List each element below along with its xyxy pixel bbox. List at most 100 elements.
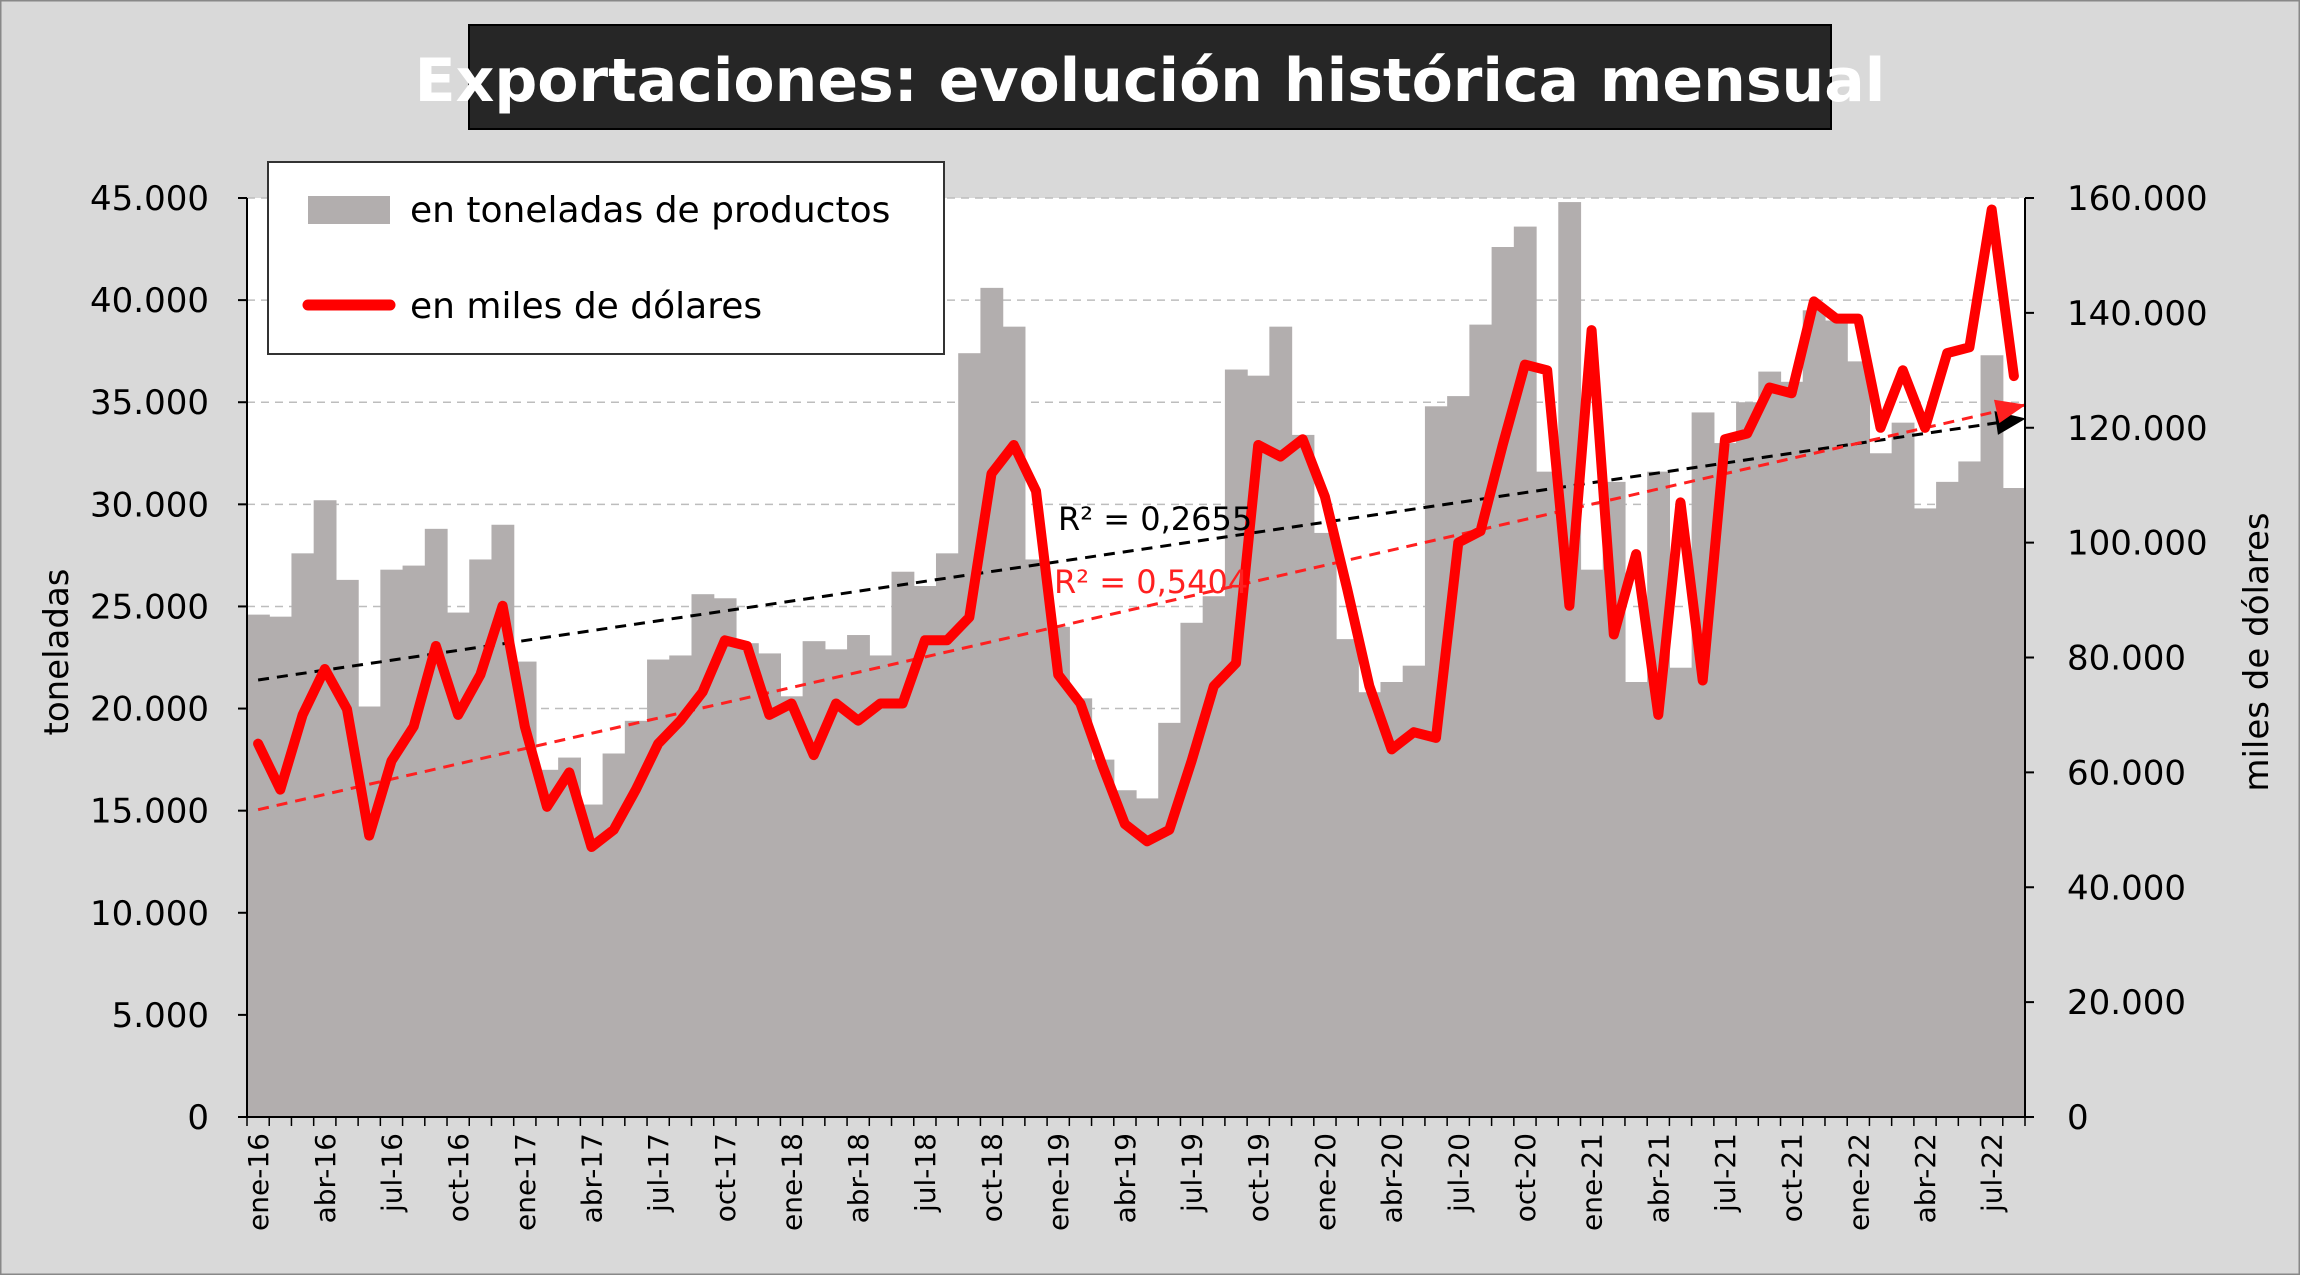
line-point [1635, 553, 1638, 556]
line-series-dolares [253, 204, 2019, 852]
bar [1913, 508, 1937, 1117]
bar [847, 635, 870, 1117]
bar [669, 655, 693, 1117]
bar [713, 598, 737, 1117]
bar [535, 769, 559, 1117]
y-left-tick-label: 0 [187, 1098, 209, 1138]
line-point [723, 639, 726, 642]
bar [380, 569, 404, 1117]
bar [1758, 371, 1782, 1118]
line-point [1479, 530, 1482, 533]
bar [1936, 481, 1959, 1117]
bar [1002, 326, 1026, 1117]
line-point [1235, 662, 1238, 665]
line-point [634, 788, 637, 791]
bar [291, 553, 315, 1117]
line-point [390, 759, 393, 762]
line-point [257, 742, 260, 745]
line-point [1679, 501, 1682, 504]
line-point [879, 702, 882, 705]
axes-layer: 0 5.000 10.000 15.000 20.000 25.000 30.000 35.0… [90, 179, 2208, 1231]
bar [1158, 722, 1182, 1117]
bar [1380, 682, 1404, 1117]
bar [958, 353, 982, 1118]
line-point [1568, 604, 1571, 607]
bar [1136, 798, 1159, 1117]
bar [735, 643, 759, 1117]
y-right-tick-label: 40.000 [2067, 868, 2186, 908]
bar [1491, 247, 1515, 1118]
bar [335, 579, 359, 1117]
line-point [1257, 443, 1260, 446]
bar [1602, 481, 1626, 1117]
y-right-axis-title: miles de dólares [2237, 512, 2277, 791]
line-point [301, 713, 304, 716]
bar [1558, 202, 1582, 1117]
bar [447, 612, 470, 1117]
line-point [346, 708, 349, 711]
y-left-tick-label: 5.000 [112, 996, 209, 1036]
bar [758, 653, 781, 1117]
trend-layer [257, 399, 2027, 812]
line-point [1390, 748, 1393, 751]
bar [580, 804, 604, 1117]
line-point [412, 725, 415, 728]
x-tick-label: ene-18 [776, 1133, 809, 1231]
line-point [946, 639, 949, 642]
bar [602, 753, 626, 1117]
bar [1402, 665, 1426, 1117]
y-right-tick-label: 60.000 [2067, 753, 2186, 793]
line-point [657, 742, 660, 745]
line-point [501, 604, 504, 607]
bar [691, 594, 715, 1117]
x-tick-label: jul-22 [1976, 1133, 2009, 1213]
bar [469, 559, 493, 1117]
x-tick-label: jul-21 [1709, 1133, 1742, 1213]
y-left-tick-label: 15.000 [90, 792, 209, 832]
x-tick-label: jul-20 [1442, 1133, 1475, 1213]
bar [1247, 375, 1270, 1117]
bar [402, 565, 426, 1117]
bar [1780, 381, 1804, 1117]
line-point [479, 673, 482, 676]
title-box [468, 24, 1832, 130]
line-point [1079, 702, 1082, 705]
x-tick-label: oct-20 [1509, 1133, 1542, 1222]
line-point [790, 702, 793, 705]
line-point [279, 788, 282, 791]
line-point [568, 771, 571, 774]
bar [1202, 596, 1226, 1117]
line-point [1457, 541, 1460, 544]
line-point [1301, 438, 1304, 441]
bar [1847, 361, 1871, 1117]
bar [935, 553, 959, 1117]
line-point [768, 713, 771, 716]
bar [1047, 626, 1070, 1117]
line-point [679, 719, 682, 722]
bar [313, 500, 337, 1117]
bar [647, 659, 670, 1117]
x-tick-label: ene-16 [242, 1133, 275, 1231]
y-left-tick-label: 25.000 [90, 587, 209, 627]
x-tick-label: jul-19 [1176, 1133, 1209, 1213]
line-point [1546, 369, 1549, 372]
legend-line-label: en miles de dólares [410, 286, 762, 327]
bar [1313, 532, 1337, 1117]
bar [424, 528, 448, 1117]
bar [1358, 692, 1382, 1117]
bar [869, 655, 893, 1117]
x-tick-label: abr-19 [1109, 1133, 1142, 1223]
line-point [1879, 426, 1882, 429]
x-tick-label: abr-17 [576, 1133, 609, 1223]
line-point [1968, 346, 1971, 349]
x-tick-label: ene-21 [1576, 1133, 1609, 1231]
bar [558, 757, 581, 1117]
bar [1069, 698, 1093, 1117]
x-tick-label: ene-17 [509, 1133, 542, 1231]
x-tick-label: abr-21 [1642, 1133, 1675, 1223]
line-point [968, 616, 971, 619]
y-left-tick-label: 20.000 [90, 690, 209, 730]
x-tick-label: oct-16 [442, 1133, 475, 1222]
line-point [1279, 455, 1282, 458]
